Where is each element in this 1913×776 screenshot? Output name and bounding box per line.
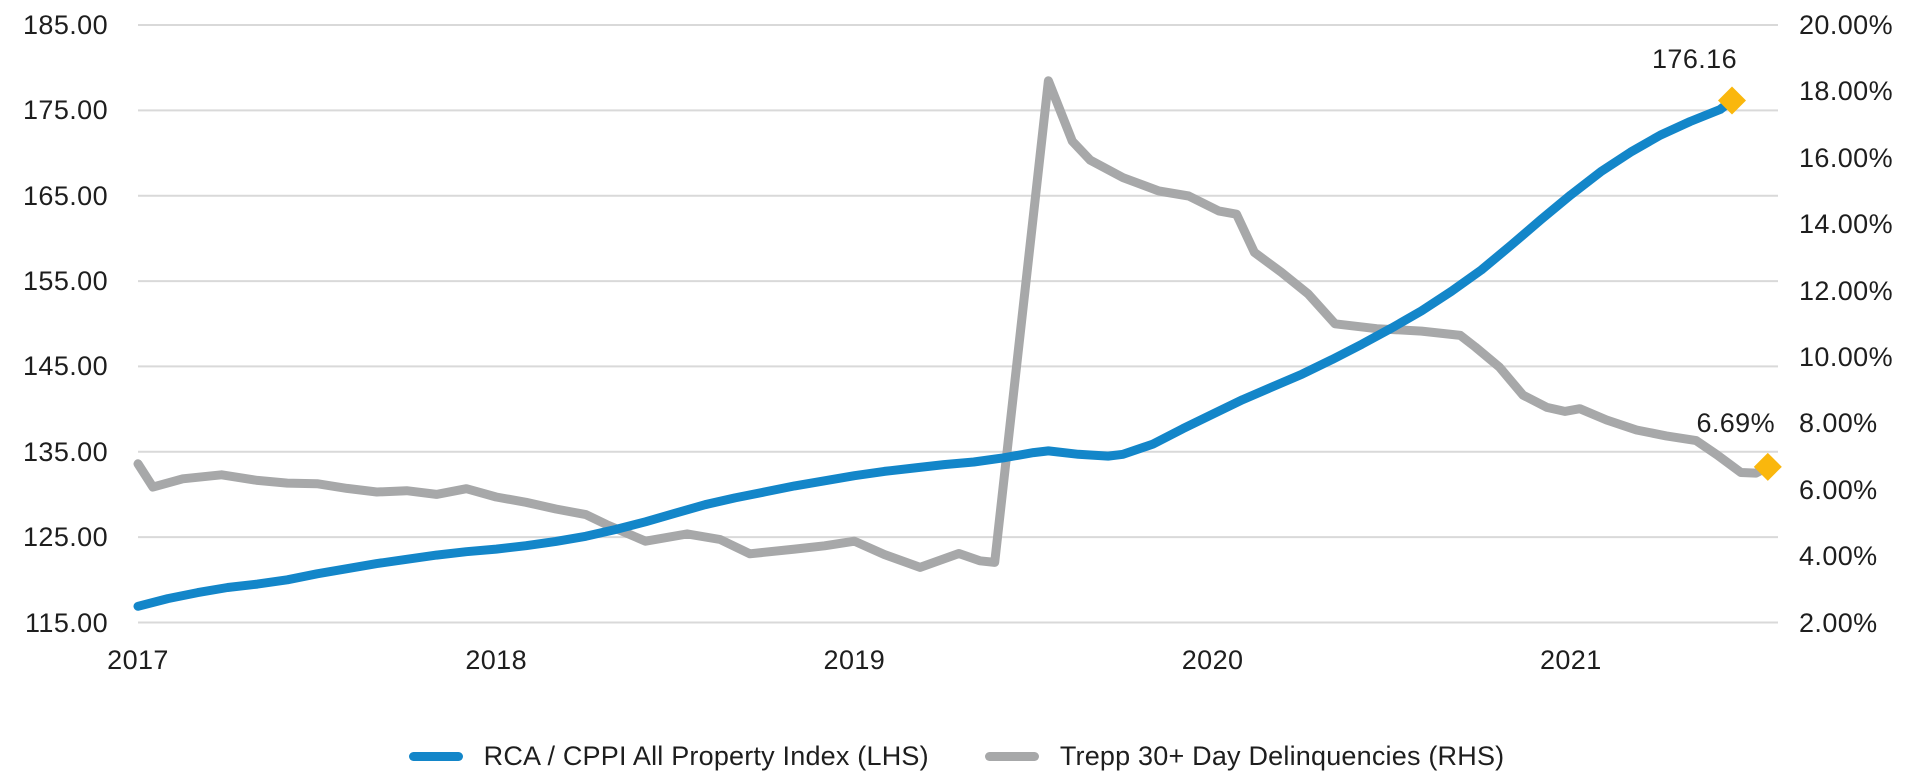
- x-axis-tick-label: 2017: [107, 645, 169, 675]
- left-axis-tick-label: 145.00: [23, 351, 108, 382]
- right-axis-tick-label: 8.00%: [1799, 408, 1878, 439]
- x-axis-tick-label: 2018: [465, 645, 528, 675]
- end-marker-rca-cppi-index: [1717, 86, 1746, 115]
- right-axis-tick-label: 10.00%: [1799, 341, 1893, 372]
- right-axis-tick-label: 14.00%: [1799, 209, 1893, 240]
- left-axis-tick-label: 135.00: [23, 436, 108, 467]
- right-axis-tick-label: 20.00%: [1799, 10, 1893, 40]
- left-axis-tick-label: 165.00: [23, 180, 108, 211]
- data-label-rca-cppi-last-value: 176.16: [1652, 44, 1737, 74]
- series-line-rca-cppi-index: [133, 96, 1737, 611]
- right-axis-tick-label: 2.00%: [1799, 607, 1878, 638]
- right-axis-tick-label: 18.00%: [1799, 76, 1893, 107]
- left-axis-tick-label: 115.00: [25, 607, 108, 638]
- left-axis-tick-label: 175.00: [23, 95, 108, 126]
- right-axis-tick-label: 6.00%: [1799, 474, 1878, 505]
- right-axis-tick-label: 12.00%: [1799, 275, 1893, 306]
- end-marker-trepp-delinquencies: [1753, 452, 1782, 481]
- right-axis-tick-label: 16.00%: [1799, 142, 1893, 173]
- left-axis-tick-label: 125.00: [23, 522, 108, 553]
- legend-line-swatch-gray: [984, 752, 1039, 761]
- left-axis-tick-label: 185.00: [23, 10, 108, 40]
- chart-legend: RCA / CPPI All Property Index (LHS) Trep…: [0, 737, 1913, 776]
- legend-label-trepp: Trepp 30+ Day Delinquencies (RHS): [1059, 741, 1505, 771]
- x-axis-tick-label: 2021: [1539, 645, 1602, 675]
- legend-item-rca-cppi: RCA / CPPI All Property Index (LHS): [408, 741, 929, 772]
- data-label-trepp-last-value: 6.69%: [1696, 408, 1775, 438]
- x-axis-tick-label: 2019: [823, 645, 886, 675]
- right-axis-tick-label: 4.00%: [1799, 541, 1878, 572]
- x-axis-tick-label: 2020: [1181, 645, 1244, 675]
- legend-line-swatch-blue: [408, 752, 463, 761]
- legend-item-trepp: Trepp 30+ Day Delinquencies (RHS): [984, 741, 1505, 772]
- legend-label-rca-cppi: RCA / CPPI All Property Index (LHS): [483, 741, 929, 771]
- series-line-trepp-delinquencies: [133, 76, 1773, 572]
- left-axis-tick-label: 155.00: [23, 266, 108, 297]
